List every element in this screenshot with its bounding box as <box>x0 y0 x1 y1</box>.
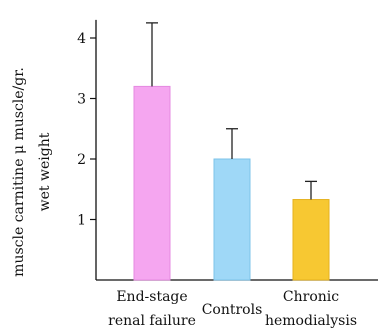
bar <box>213 158 251 281</box>
x-category-label: End-stage <box>116 289 187 305</box>
x-category-label: Chronic <box>283 289 339 305</box>
y-tick-label: 4 <box>77 31 86 47</box>
bar <box>292 199 330 281</box>
x-category-label: renal failure <box>108 313 196 329</box>
y-axis-label: wet weight <box>37 132 53 211</box>
bar <box>133 85 171 281</box>
bars-group <box>133 85 330 281</box>
y-tick-label: 3 <box>77 92 86 108</box>
y-tick-label: 1 <box>77 213 86 229</box>
y-axis-label: muscle carnitine μ muscle/gr. <box>11 67 27 277</box>
error-bars-group <box>146 22 317 200</box>
x-category-label: Controls <box>202 302 263 318</box>
y-tick-label: 2 <box>77 152 86 168</box>
y-ticks-group: 1 2 3 4 <box>77 31 96 229</box>
y-axis-label-group: muscle carnitine μ muscle/gr. wet weight <box>11 67 53 277</box>
x-categories-group: End-stage renal failure Controls Chronic hem… <box>108 289 357 329</box>
x-category-label: hemodialysis <box>265 313 357 329</box>
